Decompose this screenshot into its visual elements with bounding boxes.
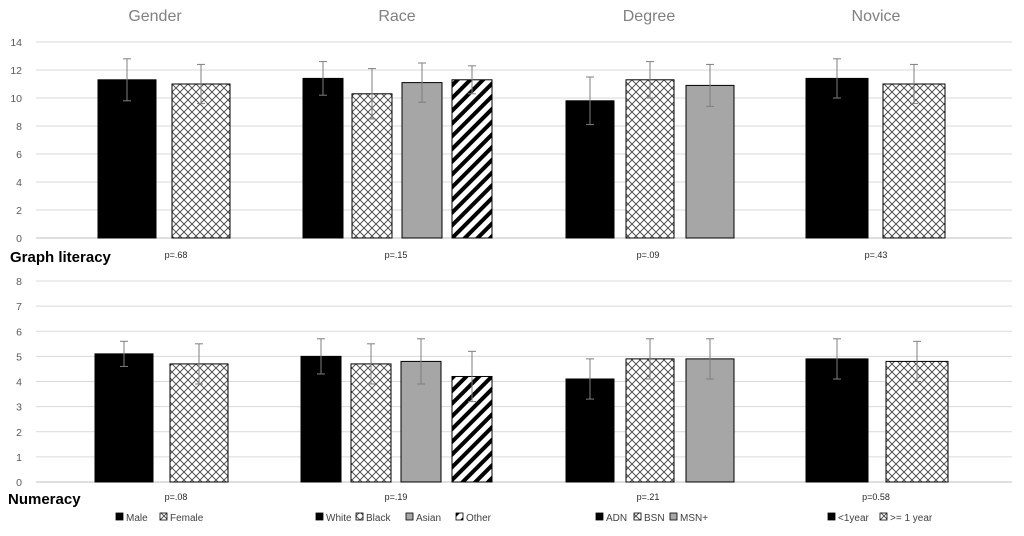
legend-swatch-black xyxy=(115,512,124,521)
graph-literacy-p-value: p=.09 xyxy=(637,250,660,260)
graph-literacy-ytick-label: 4 xyxy=(16,177,22,189)
group-title-novice: Novice xyxy=(852,8,901,25)
numeracy-ytick-label: 4 xyxy=(16,377,22,389)
graph-literacy-ytick-label: 12 xyxy=(10,65,22,77)
numeracy-bar-gender-male xyxy=(94,353,154,483)
numeracy-p-value: p=.21 xyxy=(637,492,660,502)
legend-swatch-black xyxy=(595,512,604,521)
legend-label-asian: Asian xyxy=(416,513,441,524)
numeracy-ytick-label: 1 xyxy=(16,452,22,464)
numeracy-p-value: p=.08 xyxy=(165,492,188,502)
legend-label-white: White xyxy=(326,513,352,524)
graph-literacy-bar-race-asian xyxy=(401,82,443,239)
numeracy-ytick-label: 5 xyxy=(16,351,22,363)
numeracy-ytick-label: 8 xyxy=(16,276,22,288)
graph-literacy-ytick-label: 6 xyxy=(16,149,22,161)
legend-label-female: Female xyxy=(170,513,204,524)
numeracy-panel-title: Numeracy xyxy=(8,491,81,508)
graph-literacy-bar-novice-1year xyxy=(882,83,946,239)
numeracy-p-value: p=0.58 xyxy=(862,492,890,502)
numeracy-ytick-label: 3 xyxy=(16,402,22,414)
group-title-race: Race xyxy=(378,8,415,25)
legend-swatch-gray xyxy=(405,512,414,521)
numeracy-ytick-label: 2 xyxy=(16,427,22,439)
legend-swatch-diagonal xyxy=(455,512,464,521)
legend-label-male: Male xyxy=(126,513,148,524)
graph-literacy-bar-gender-male xyxy=(97,79,157,239)
graph-literacy-ytick-label: 14 xyxy=(10,37,22,49)
graph-literacy-p-value: p=.15 xyxy=(385,250,408,260)
numeracy-p-value: p=.19 xyxy=(385,492,408,502)
graph-literacy-ytick-label: 0 xyxy=(16,233,22,245)
legend-label-other: Other xyxy=(466,513,492,524)
legend-label-1year: >= 1 year xyxy=(890,513,933,524)
legend-label-1year: <1year xyxy=(838,513,870,524)
graph-literacy-panel-title: Graph literacy xyxy=(10,249,112,266)
graph-literacy-bar-race-white xyxy=(302,77,344,239)
graph-literacy-p-value: p=.43 xyxy=(865,250,888,260)
legend-swatch-crosshatch xyxy=(355,512,364,521)
graph-literacy-ytick-label: 10 xyxy=(10,93,22,105)
graph-literacy-bar-race-other xyxy=(451,79,493,239)
graph-literacy-ytick-label: 2 xyxy=(16,205,22,217)
graph-literacy-bar-novice-1year xyxy=(805,77,869,239)
graph-literacy-bar-gender-female xyxy=(171,83,231,239)
numeracy-bar-race-white xyxy=(300,355,342,483)
legend-label-adn: ADN xyxy=(606,513,627,524)
legend-label-bsn: BSN xyxy=(644,513,665,524)
graph-literacy-bar-degree-bsn xyxy=(625,79,675,239)
legend-swatch-gray xyxy=(669,512,678,521)
legend-label-black: Black xyxy=(366,513,391,524)
legend-swatch-black xyxy=(827,512,836,521)
legend-swatch-crosshatch xyxy=(633,512,642,521)
legend-label-msn: MSN+ xyxy=(680,513,708,524)
graph-literacy-ytick-label: 8 xyxy=(16,121,22,133)
legend-swatch-black xyxy=(315,512,324,521)
graph-literacy-bar-degree-msn xyxy=(685,84,735,239)
legend-swatch-crosshatch xyxy=(159,512,168,521)
graph-literacy-p-value: p=.68 xyxy=(165,250,188,260)
group-title-gender: Gender xyxy=(128,8,182,25)
numeracy-ytick-label: 7 xyxy=(16,301,22,313)
group-title-degree: Degree xyxy=(623,8,676,25)
legend-swatch-crosshatch xyxy=(879,512,888,521)
numeracy-ytick-label: 0 xyxy=(16,477,22,489)
numeracy-ytick-label: 6 xyxy=(16,326,22,338)
